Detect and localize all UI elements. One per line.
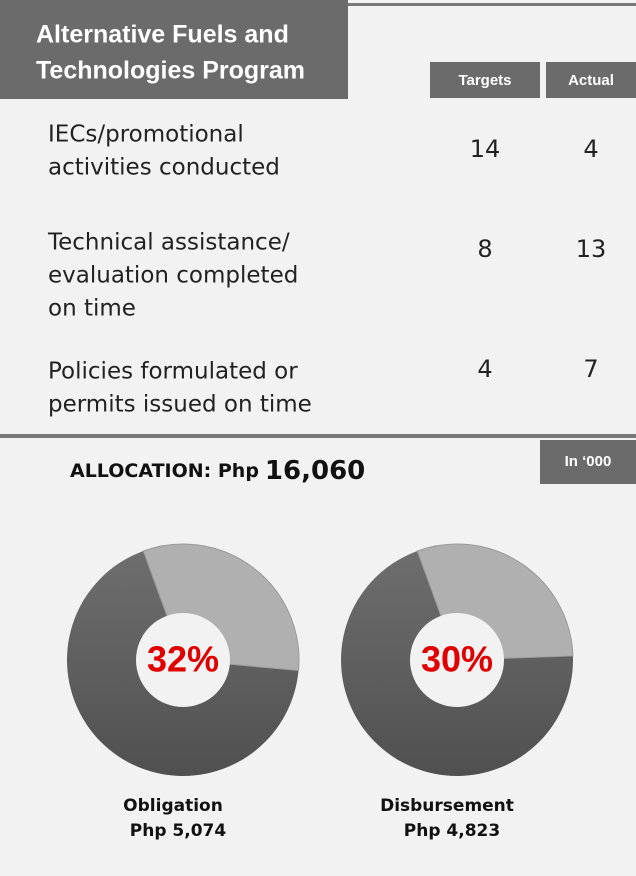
- column-header: Targets: [458, 72, 511, 89]
- column-box: [430, 62, 540, 98]
- row-label: IECs/promotional: [48, 122, 244, 148]
- row-label: permits issued on time: [48, 392, 312, 418]
- row-label: Policies formulated or: [48, 359, 298, 385]
- row-value: 4: [477, 355, 492, 383]
- donut-hole: [410, 613, 504, 707]
- column-box: [546, 62, 636, 98]
- allocation: ALLOCATION: Php 16,060: [70, 456, 365, 486]
- unit-note: In ‘000: [565, 453, 612, 470]
- row-value: 14: [470, 135, 501, 163]
- donut-percent: 32%: [147, 639, 219, 680]
- row-label: evaluation completed: [48, 263, 298, 289]
- donut-name: Disbursement: [380, 796, 514, 816]
- column-header: Actual: [568, 72, 614, 89]
- row-value: 13: [576, 235, 607, 263]
- donut-name: Obligation: [123, 796, 223, 816]
- donut-amount: Php 5,074: [130, 821, 227, 841]
- unit-box: [540, 440, 636, 484]
- row-value: 4: [583, 135, 598, 163]
- row-value: 7: [583, 355, 598, 383]
- header-title: Technologies Program: [36, 57, 305, 85]
- allocation-label: ALLOCATION: Php: [70, 460, 259, 482]
- row-value: 8: [477, 235, 492, 263]
- row-label: Technical assistance/: [47, 230, 290, 256]
- divider: [0, 434, 636, 438]
- allocation-amount: 16,060: [265, 456, 365, 486]
- row-label: on time: [48, 296, 136, 322]
- row-label: activities conducted: [48, 155, 280, 181]
- donut-hole: [136, 613, 230, 707]
- donut-amount: Php 4,823: [404, 821, 500, 841]
- header-title: Alternative Fuels and: [36, 21, 289, 49]
- donut-percent: 30%: [421, 639, 493, 680]
- header-box: [0, 0, 348, 99]
